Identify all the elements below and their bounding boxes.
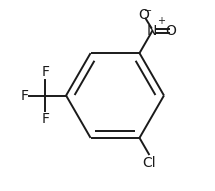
Text: F: F — [20, 88, 28, 103]
Text: F: F — [41, 65, 49, 79]
Text: −: − — [144, 6, 152, 16]
Text: Cl: Cl — [142, 156, 156, 170]
Text: +: + — [157, 16, 166, 26]
Text: N: N — [147, 24, 157, 38]
Text: O: O — [166, 24, 177, 38]
Text: O: O — [138, 8, 149, 22]
Text: F: F — [41, 112, 49, 126]
